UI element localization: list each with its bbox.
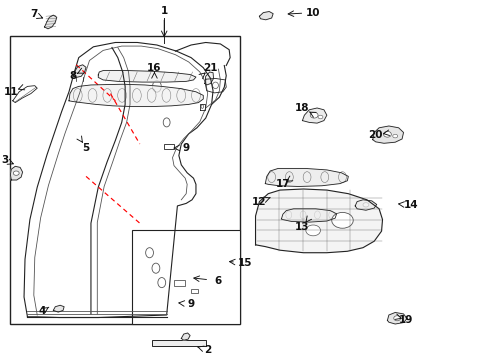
Text: 1: 1 <box>160 6 167 16</box>
Bar <box>191 289 198 293</box>
Bar <box>132 230 240 324</box>
Text: 15: 15 <box>237 258 251 268</box>
Text: 5: 5 <box>82 143 89 153</box>
Polygon shape <box>74 65 86 77</box>
Circle shape <box>305 225 320 236</box>
Polygon shape <box>281 209 336 222</box>
Polygon shape <box>181 333 190 340</box>
Text: 13: 13 <box>295 222 309 232</box>
Polygon shape <box>44 15 57 29</box>
Text: 21: 21 <box>203 63 218 73</box>
Circle shape <box>317 115 322 119</box>
Circle shape <box>309 112 317 118</box>
Bar <box>152 340 205 346</box>
Circle shape <box>13 171 19 175</box>
Polygon shape <box>98 71 196 82</box>
Polygon shape <box>372 126 403 143</box>
Text: 18: 18 <box>295 103 309 113</box>
Polygon shape <box>69 84 203 107</box>
Circle shape <box>392 134 397 138</box>
Text: 7: 7 <box>30 9 38 19</box>
Text: 10: 10 <box>305 8 320 18</box>
Circle shape <box>383 131 390 137</box>
Polygon shape <box>10 166 22 180</box>
Text: 9: 9 <box>182 143 189 153</box>
Text: 12: 12 <box>252 197 266 207</box>
Polygon shape <box>265 168 347 186</box>
Text: 17: 17 <box>275 179 289 189</box>
Text: 9: 9 <box>187 299 194 309</box>
Text: 8: 8 <box>69 71 76 81</box>
Circle shape <box>362 203 368 207</box>
Circle shape <box>331 212 352 228</box>
Text: 16: 16 <box>147 63 162 73</box>
Bar <box>174 280 184 286</box>
Polygon shape <box>386 312 406 324</box>
Text: 20: 20 <box>367 130 382 140</box>
Text: 3: 3 <box>1 155 8 165</box>
Text: 14: 14 <box>403 200 417 210</box>
Polygon shape <box>204 72 213 85</box>
Polygon shape <box>259 12 273 20</box>
Text: 6: 6 <box>214 276 221 286</box>
Bar <box>164 144 174 149</box>
Polygon shape <box>255 189 382 253</box>
Polygon shape <box>53 305 64 312</box>
Bar <box>10 36 240 324</box>
Text: 19: 19 <box>398 315 412 325</box>
Circle shape <box>393 316 400 321</box>
Polygon shape <box>354 200 376 210</box>
Text: 4: 4 <box>39 306 46 316</box>
Text: 11: 11 <box>4 87 19 97</box>
Polygon shape <box>302 108 326 123</box>
Text: 2: 2 <box>204 345 211 355</box>
